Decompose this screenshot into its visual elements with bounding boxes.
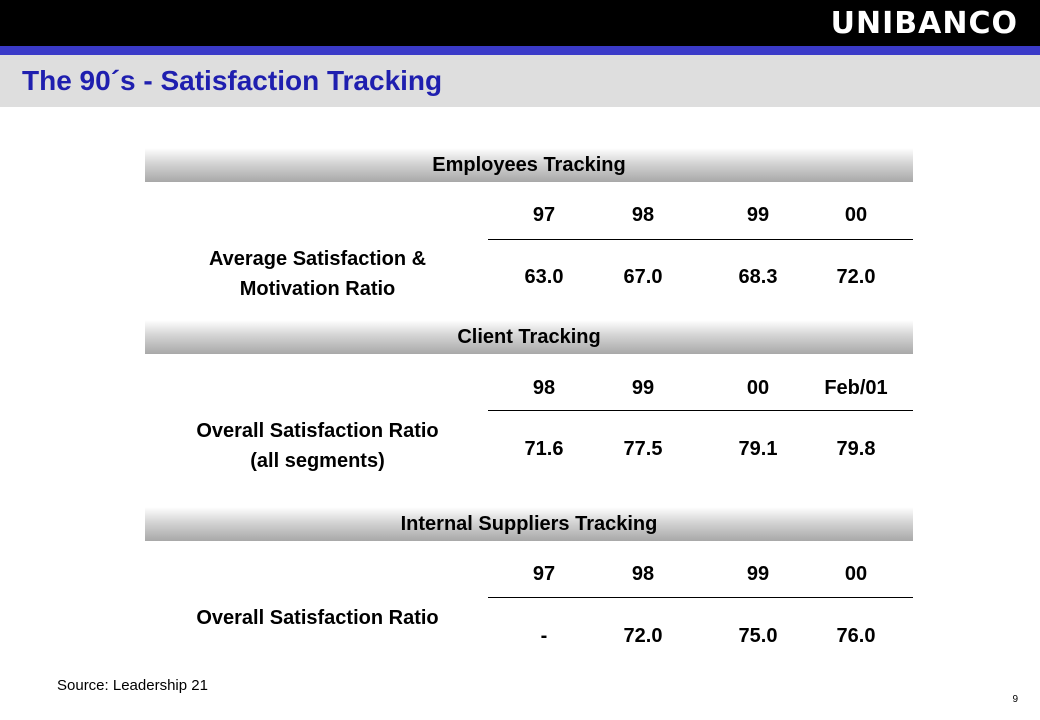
row-label-line: Overall Satisfaction Ratio [196,607,439,629]
column-header: 98 [532,377,556,399]
page-number: 9 [1012,694,1018,705]
source-note: Source: Leadership 21 [57,677,208,694]
value-cell: 67.0 [623,266,663,288]
page-title: The 90´s - Satisfaction Tracking [22,65,443,96]
header-divider [488,410,913,411]
column-header: Feb/01 [824,377,888,399]
row-label-line: Overall Satisfaction Ratio [196,420,439,442]
header-divider [488,597,913,598]
column-header: 97 [532,204,556,226]
column-header: 99 [746,204,770,226]
value-cell: 79.1 [738,438,778,460]
section-heading-internal-suppliers: Internal Suppliers Tracking [145,507,913,541]
value-cell: 72.0 [623,625,663,647]
value-cell: 79.8 [836,438,876,460]
column-header: 99 [631,377,655,399]
value-cell: 76.0 [836,625,876,647]
value-cell: 68.3 [738,266,778,288]
value-cell: - [540,625,548,647]
value-cell: 71.6 [524,438,564,460]
row-label-internal-suppliers: Overall Satisfaction Ratio [145,603,490,633]
row-label-line: (all segments) [250,450,385,472]
column-header: 00 [746,377,770,399]
column-header: 98 [631,204,655,226]
row-label-line: Motivation Ratio [239,278,396,300]
row-label-line: Average Satisfaction & [208,248,427,270]
accent-stripe [0,46,1040,55]
value-cell: 72.0 [836,266,876,288]
value-cell: 75.0 [738,625,778,647]
column-header: 99 [746,563,770,585]
column-header: 00 [844,563,868,585]
column-header: 00 [844,204,868,226]
column-header: 98 [631,563,655,585]
column-header: 97 [532,563,556,585]
top-bar [0,0,1040,46]
value-cell: 77.5 [623,438,663,460]
value-cell: 63.0 [524,266,564,288]
section-heading-employees: Employees Tracking [145,148,913,182]
row-label-employees: Average Satisfaction & Motivation Ratio [145,244,490,304]
title-bar [0,55,1040,107]
unibanco-logo: UNIBANCO [830,6,1018,41]
row-label-client: Overall Satisfaction Ratio (all segments… [145,416,490,476]
section-heading-client: Client Tracking [145,320,913,354]
header-divider [488,239,913,240]
